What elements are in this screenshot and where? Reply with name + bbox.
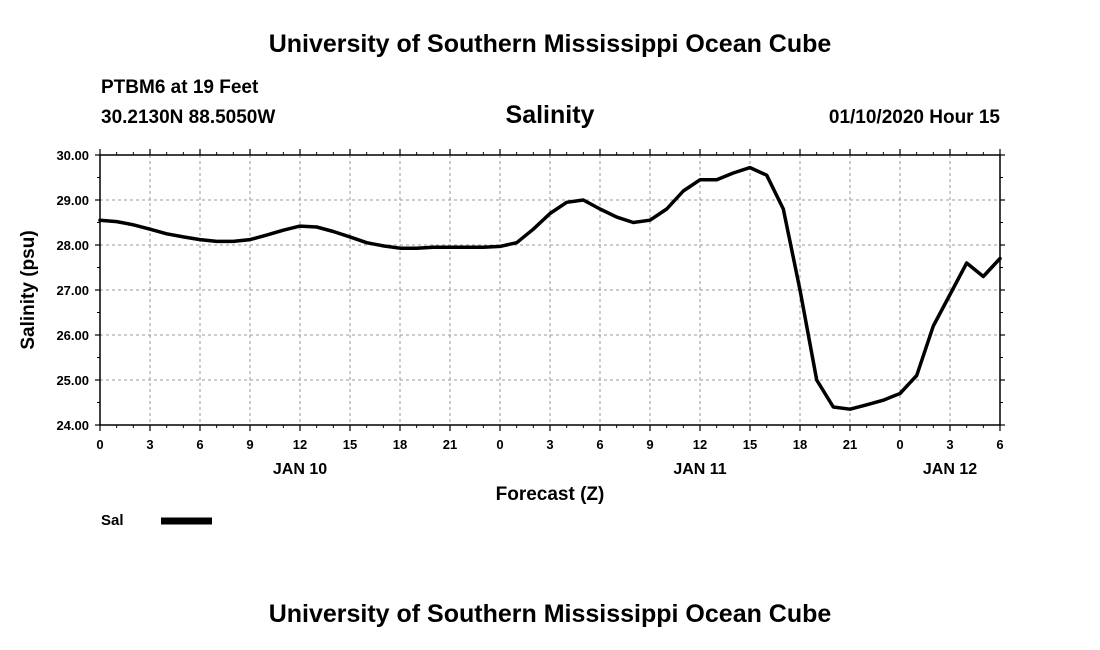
x-tick-label: 15 (343, 437, 357, 452)
x-tick-label: 6 (996, 437, 1003, 452)
date-label: JAN 11 (673, 461, 726, 478)
x-tick-label: 15 (743, 437, 757, 452)
y-tick-label: 29.00 (56, 193, 89, 208)
x-tick-label: 3 (946, 437, 953, 452)
x-tick-label: 18 (393, 437, 407, 452)
footer-title: University of Southern Mississippi Ocean… (268, 600, 832, 628)
y-tick-label: 27.00 (56, 283, 89, 298)
x-axis-label: Forecast (Z) (496, 484, 605, 505)
y-tick-label: 30.00 (56, 148, 89, 163)
y-tick-label: 26.00 (56, 328, 89, 343)
datetime-label: 01/10/2020 Hour 15 (828, 107, 1000, 128)
y-tick-label: 24.00 (56, 418, 89, 433)
x-tick-label: 6 (196, 437, 203, 452)
x-tick-label: 21 (443, 437, 457, 452)
y-tick-label: 25.00 (56, 373, 89, 388)
x-tick-label: 12 (693, 437, 707, 452)
series-lines (98, 165, 1002, 411)
date-label: JAN 12 (923, 461, 977, 478)
date-label: JAN 10 (273, 461, 327, 478)
grid-lines (100, 155, 1000, 425)
station-label: PTBM6 at 19 Feet (101, 77, 259, 98)
y-tick-label: 28.00 (56, 238, 89, 253)
series-line-sal (98, 165, 1002, 411)
axis-ticks: 24.00 25.00 26.00 27.00 28.00 29.00 30.00 0 3 6 9 1… (56, 148, 1005, 478)
x-tick-label: 3 (546, 437, 553, 452)
x-tick-label: 12 (293, 437, 307, 452)
x-tick-label: 0 (896, 437, 903, 452)
y-axis-label: Salinity (psu) (18, 230, 39, 349)
legend: Sal (101, 512, 212, 529)
x-tick-label: 9 (246, 437, 253, 452)
coordinates-label: 30.2130N 88.5050W (101, 107, 276, 128)
chart-title: Salinity (505, 101, 595, 129)
x-tick-label: 6 (596, 437, 603, 452)
x-tick-label: 3 (146, 437, 153, 452)
x-tick-label: 9 (646, 437, 653, 452)
x-tick-label: 0 (496, 437, 503, 452)
legend-label: Sal (101, 512, 124, 529)
x-tick-label: 0 (96, 437, 103, 452)
x-tick-label: 18 (793, 437, 807, 452)
x-tick-label: 21 (843, 437, 857, 452)
page-title: University of Southern Mississippi Ocean… (268, 30, 832, 58)
salinity-chart: 24.00 25.00 26.00 27.00 28.00 29.00 30.00 0 3 6 9 1… (18, 148, 1005, 529)
